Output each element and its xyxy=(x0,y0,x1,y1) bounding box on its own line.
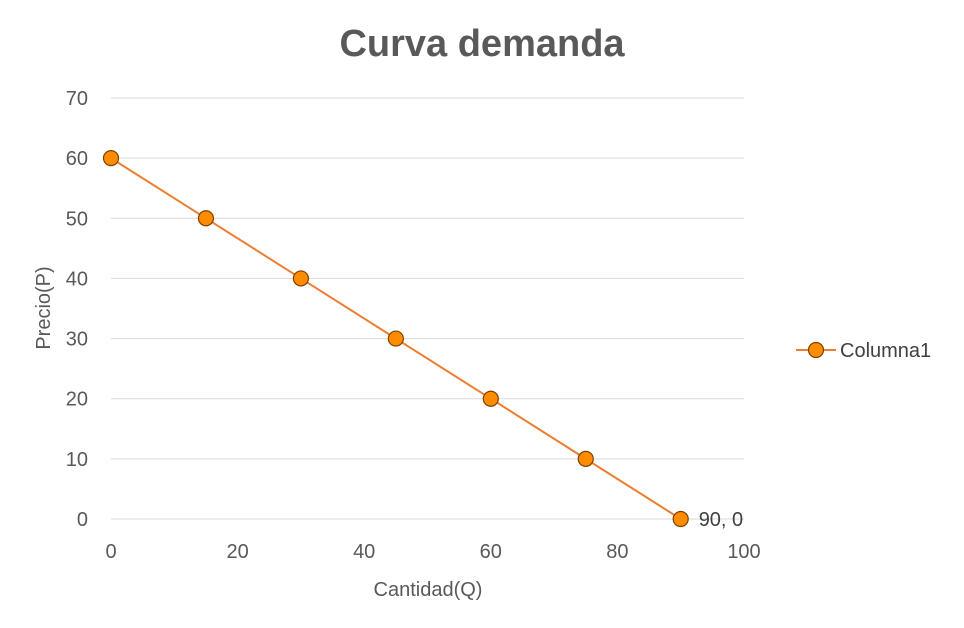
data-point xyxy=(292,270,309,287)
x-tick-label: 0 xyxy=(105,541,116,563)
legend-dot-marker xyxy=(807,341,825,359)
annotations: 90, 0 xyxy=(699,509,743,531)
chart-title: Curva demanda xyxy=(339,23,625,65)
x-tick-label: 80 xyxy=(606,541,628,563)
data-point xyxy=(577,450,594,467)
gridlines xyxy=(111,97,744,520)
data-label: 90, 0 xyxy=(699,509,743,531)
y-tick-label: 0 xyxy=(77,509,88,531)
y-tick-label: 10 xyxy=(66,449,88,471)
x-tick-label: 40 xyxy=(353,541,375,563)
legend-label: Columna1 xyxy=(840,340,931,362)
data-point xyxy=(197,210,215,227)
data-point xyxy=(672,510,689,528)
x-axis-label: Cantidad(Q) xyxy=(374,579,483,601)
y-tick-label: 40 xyxy=(66,268,88,290)
y-axis-ticks: 0 10 20 30 40 50 60 70 xyxy=(66,88,88,531)
y-tick-label: 20 xyxy=(66,389,88,411)
y-tick-label: 70 xyxy=(66,88,88,110)
data-point xyxy=(102,150,120,167)
y-axis-label: Precio(P) xyxy=(33,266,55,349)
series-layer xyxy=(102,150,689,528)
y-tick-label: 30 xyxy=(66,329,88,351)
legend: Columna1 xyxy=(796,340,931,362)
x-tick-label: 60 xyxy=(480,541,502,563)
y-tick-label: 50 xyxy=(66,208,88,230)
y-tick-label: 60 xyxy=(66,148,88,170)
data-point xyxy=(482,390,499,407)
data-point xyxy=(387,330,404,347)
x-tick-label: 20 xyxy=(226,541,248,563)
x-axis-ticks: 0 20 40 60 80 100 xyxy=(105,541,760,563)
x-tick-label: 100 xyxy=(727,541,760,563)
